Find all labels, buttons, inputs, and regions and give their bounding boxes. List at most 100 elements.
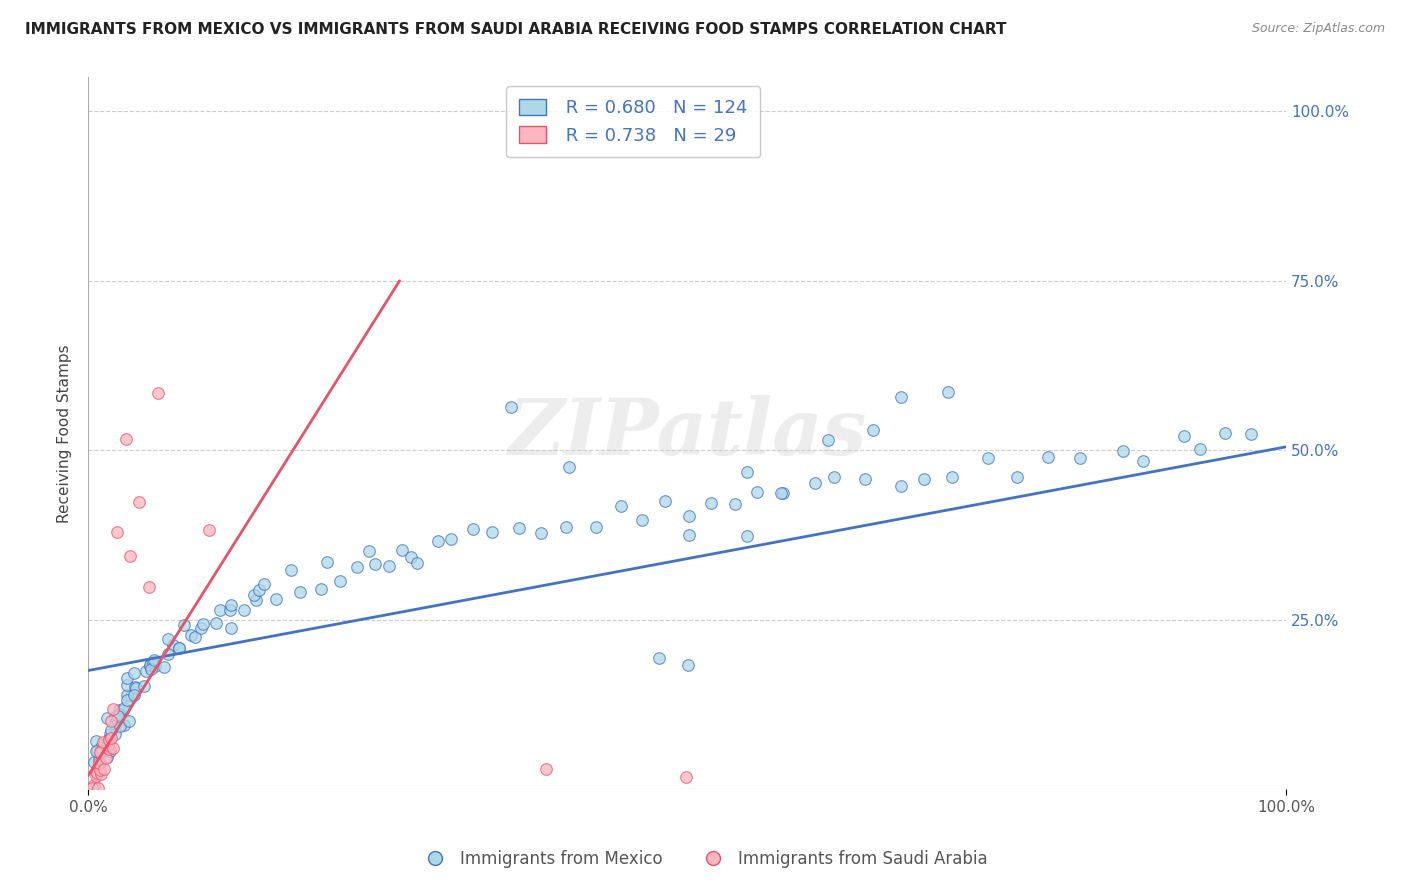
Point: [737, 529, 759, 543]
Point: [440, 532, 463, 546]
Point: [585, 520, 607, 534]
Point: [184, 630, 207, 644]
Text: IMMIGRANTS FROM MEXICO VS IMMIGRANTS FROM SAUDI ARABIA RECEIVING FOOD STAMPS COR: IMMIGRANTS FROM MEXICO VS IMMIGRANTS FRO…: [25, 22, 1007, 37]
Point: [84, 733, 107, 747]
Point: [346, 560, 368, 574]
Point: [399, 549, 422, 564]
Point: [90, 767, 112, 781]
Point: [558, 459, 581, 474]
Point: [105, 524, 128, 539]
Point: [89, 752, 111, 766]
Point: [1007, 469, 1029, 483]
Point: [101, 702, 124, 716]
Point: [135, 664, 157, 678]
Point: [100, 731, 122, 745]
Y-axis label: Receiving Food Stamps: Receiving Food Stamps: [58, 344, 72, 523]
Point: [198, 523, 221, 537]
Point: [735, 465, 758, 479]
Point: [823, 469, 845, 483]
Point: [501, 400, 523, 414]
Point: [1173, 428, 1195, 442]
Point: [118, 549, 141, 563]
Point: [426, 534, 449, 549]
Point: [141, 662, 163, 676]
Point: [675, 770, 697, 784]
Point: [117, 678, 139, 692]
Point: [96, 750, 118, 764]
Point: [817, 433, 839, 447]
Point: [104, 727, 127, 741]
Point: [134, 679, 156, 693]
Point: [180, 628, 202, 642]
Point: [204, 616, 226, 631]
Point: [1069, 450, 1091, 465]
Point: [745, 485, 768, 500]
Point: [83, 778, 105, 792]
Point: [219, 621, 242, 635]
Point: [804, 475, 827, 490]
Point: [391, 543, 413, 558]
Point: [103, 741, 125, 756]
Point: [530, 526, 553, 541]
Point: [191, 616, 214, 631]
Point: [288, 585, 311, 599]
Point: [770, 485, 793, 500]
Point: [1213, 426, 1236, 441]
Legend: Immigrants from Mexico, Immigrants from Saudi Arabia: Immigrants from Mexico, Immigrants from …: [412, 844, 994, 875]
Point: [862, 423, 884, 437]
Point: [936, 384, 959, 399]
Point: [112, 717, 135, 731]
Point: [555, 520, 578, 534]
Point: [167, 640, 190, 655]
Point: [152, 660, 174, 674]
Point: [534, 762, 557, 776]
Point: [890, 479, 912, 493]
Point: [481, 524, 503, 539]
Point: [139, 657, 162, 672]
Point: [117, 689, 139, 703]
Point: [406, 556, 429, 570]
Point: [678, 508, 700, 523]
Point: [122, 665, 145, 680]
Point: [98, 727, 121, 741]
Point: [96, 739, 118, 753]
Point: [364, 558, 387, 572]
Point: [86, 765, 108, 780]
Point: [941, 470, 963, 484]
Point: [86, 744, 108, 758]
Point: [138, 658, 160, 673]
Point: [96, 749, 118, 764]
Point: [676, 657, 699, 672]
Point: [219, 603, 242, 617]
Point: [83, 756, 105, 770]
Point: [97, 738, 120, 752]
Point: [143, 659, 166, 673]
Point: [157, 648, 180, 662]
Legend:  R = 0.680   N = 124,  R = 0.738   N = 29: R = 0.680 N = 124, R = 0.738 N = 29: [506, 87, 761, 157]
Point: [378, 558, 401, 573]
Point: [104, 710, 127, 724]
Point: [122, 688, 145, 702]
Point: [315, 555, 337, 569]
Point: [84, 769, 107, 783]
Point: [100, 723, 122, 738]
Point: [156, 632, 179, 646]
Point: [112, 700, 135, 714]
Point: [890, 390, 912, 404]
Text: Source: ZipAtlas.com: Source: ZipAtlas.com: [1251, 22, 1385, 36]
Point: [117, 671, 139, 685]
Point: [98, 732, 121, 747]
Point: [329, 574, 352, 588]
Point: [96, 711, 118, 725]
Point: [647, 651, 669, 665]
Point: [912, 472, 935, 486]
Point: [124, 681, 146, 695]
Point: [111, 703, 134, 717]
Point: [309, 582, 332, 596]
Point: [87, 756, 110, 770]
Point: [107, 708, 129, 723]
Point: [93, 763, 115, 777]
Point: [247, 583, 270, 598]
Point: [100, 714, 122, 729]
Point: [89, 746, 111, 760]
